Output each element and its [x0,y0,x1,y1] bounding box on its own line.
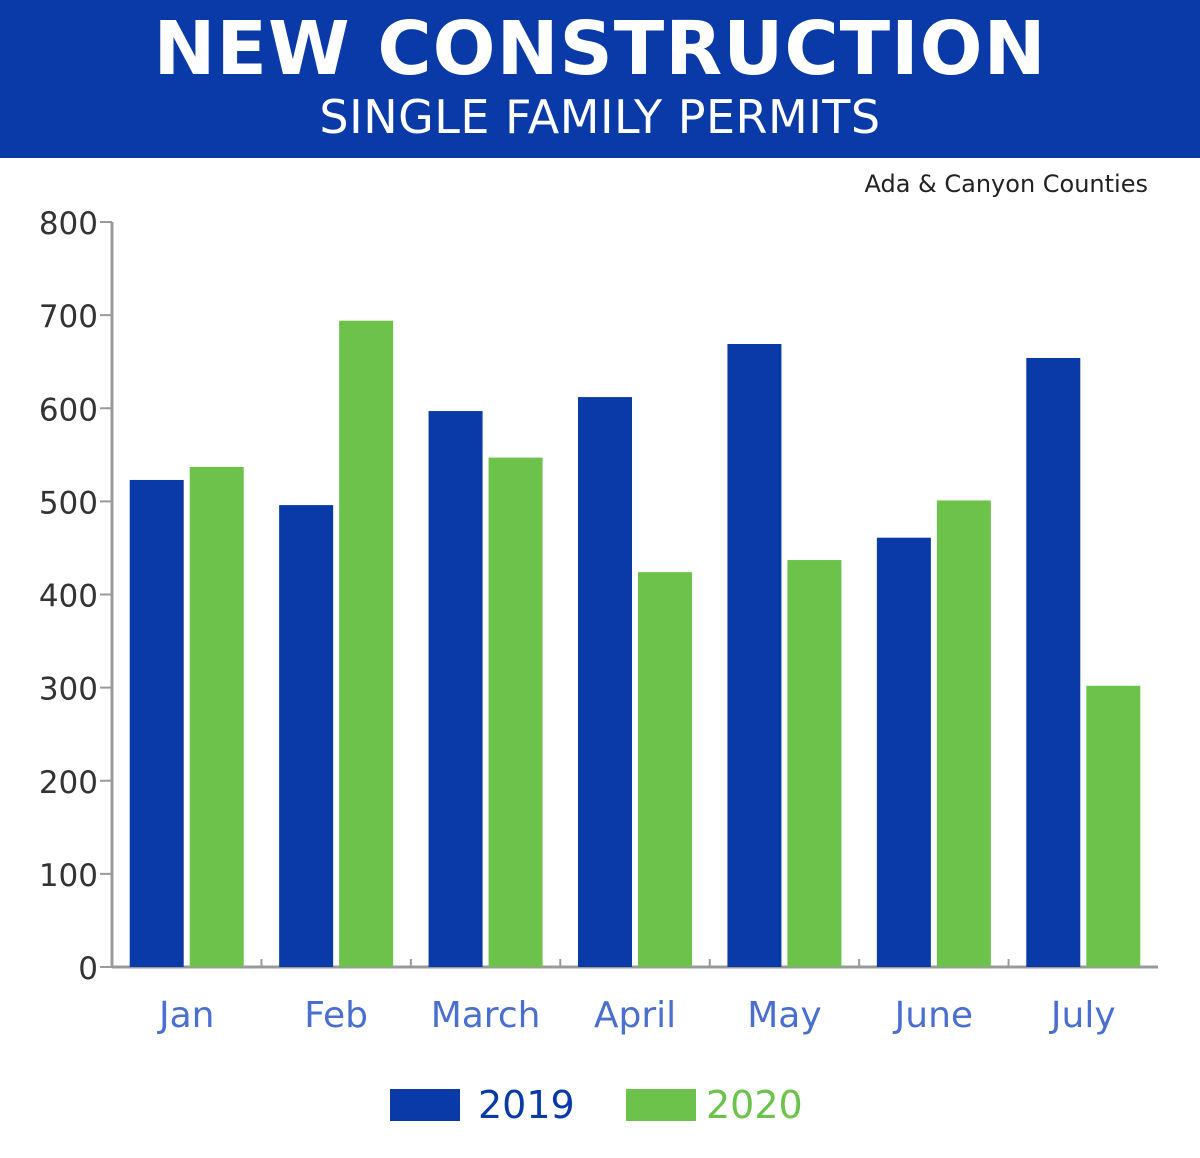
bar-2019-july [1026,357,1081,967]
bar-2020-march [488,457,543,967]
bar-2020-april [638,572,692,967]
bar-2020-july [1086,685,1141,967]
y-tick-label: 100 [39,858,98,894]
legend-label-2020: 2020 [706,1083,803,1127]
bar-2019-june [876,537,931,967]
bar-2019-march [428,411,483,967]
bar-2019-feb [279,505,334,967]
bar-2020-june [936,500,991,967]
y-tick-label: 0 [78,951,98,987]
y-tick-label: 300 [39,672,98,708]
bar-2020-jan [189,466,244,967]
x-tick-label: July [1049,995,1116,1036]
x-tick-label: March [431,995,541,1036]
y-tick-label: 400 [39,579,98,615]
y-tick-label: 500 [39,485,98,521]
bar-2020-feb [339,320,394,967]
y-tick-label: 800 [39,206,98,242]
x-tick-label: Jan [157,995,215,1036]
y-tick-label: 700 [39,299,98,335]
legend-swatch-2019 [390,1089,460,1121]
x-tick-label: June [893,995,973,1036]
source-note: Ada & Canyon Counties [864,170,1148,198]
bar-2019-april [578,397,632,967]
y-tick-label: 200 [39,765,98,801]
x-tick-label: April [594,995,676,1036]
legend-swatch-2020 [626,1089,696,1121]
chart-title: NEW CONSTRUCTION [153,6,1047,92]
y-tick-label: 600 [39,392,98,428]
bar-2020-may [787,560,842,967]
chart-subtitle: SINGLE FAMILY PERMITS [319,90,881,144]
x-tick-label: May [747,995,821,1036]
legend-label-2019: 2019 [478,1083,575,1127]
bar-2019-jan [129,479,184,967]
bar-2019-may [727,343,782,967]
title-banner: NEW CONSTRUCTION SINGLE FAMILY PERMITS [0,0,1200,158]
x-tick-label: Feb [304,995,368,1036]
